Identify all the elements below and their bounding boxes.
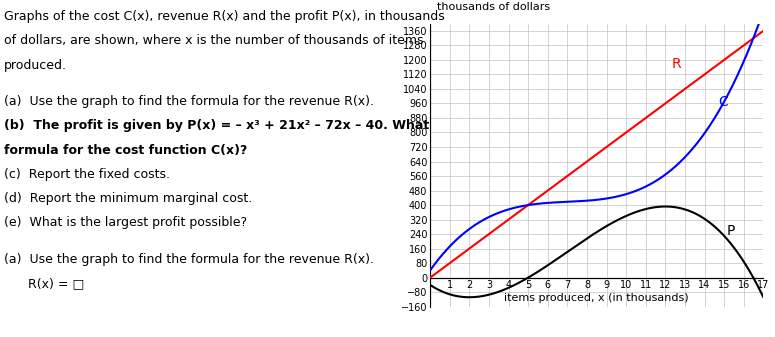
Text: C: C	[718, 95, 728, 109]
Text: of dollars, are shown, where x is the number of thousands of items: of dollars, are shown, where x is the nu…	[4, 34, 424, 48]
Text: P: P	[726, 224, 735, 238]
Text: (c)  Report the fixed costs.: (c) Report the fixed costs.	[4, 168, 170, 181]
Text: formula for the cost function C(x)?: formula for the cost function C(x)?	[4, 144, 247, 157]
Text: produced.: produced.	[4, 59, 67, 72]
Text: (a)  Use the graph to find the formula for the revenue R(x).: (a) Use the graph to find the formula fo…	[4, 253, 374, 266]
Text: (a)  Use the graph to find the formula for the revenue R(x).: (a) Use the graph to find the formula fo…	[4, 95, 374, 108]
Text: Graphs of the cost C(x), revenue R(x) and the profit P(x), in thousands: Graphs of the cost C(x), revenue R(x) an…	[4, 10, 445, 23]
Text: R(x) = □: R(x) = □	[4, 277, 84, 290]
Text: (d)  Report the minimum marginal cost.: (d) Report the minimum marginal cost.	[4, 192, 253, 205]
Text: (b)  The profit is given by P(x) = – x³ + 21x² – 72x – 40. What is the: (b) The profit is given by P(x) = – x³ +…	[4, 119, 473, 132]
Text: thousands of dollars: thousands of dollars	[437, 2, 550, 12]
X-axis label: items produced, x (in thousands): items produced, x (in thousands)	[505, 293, 689, 303]
Text: R: R	[671, 57, 681, 71]
Text: (e)  What is the largest profit possible?: (e) What is the largest profit possible?	[4, 216, 247, 229]
